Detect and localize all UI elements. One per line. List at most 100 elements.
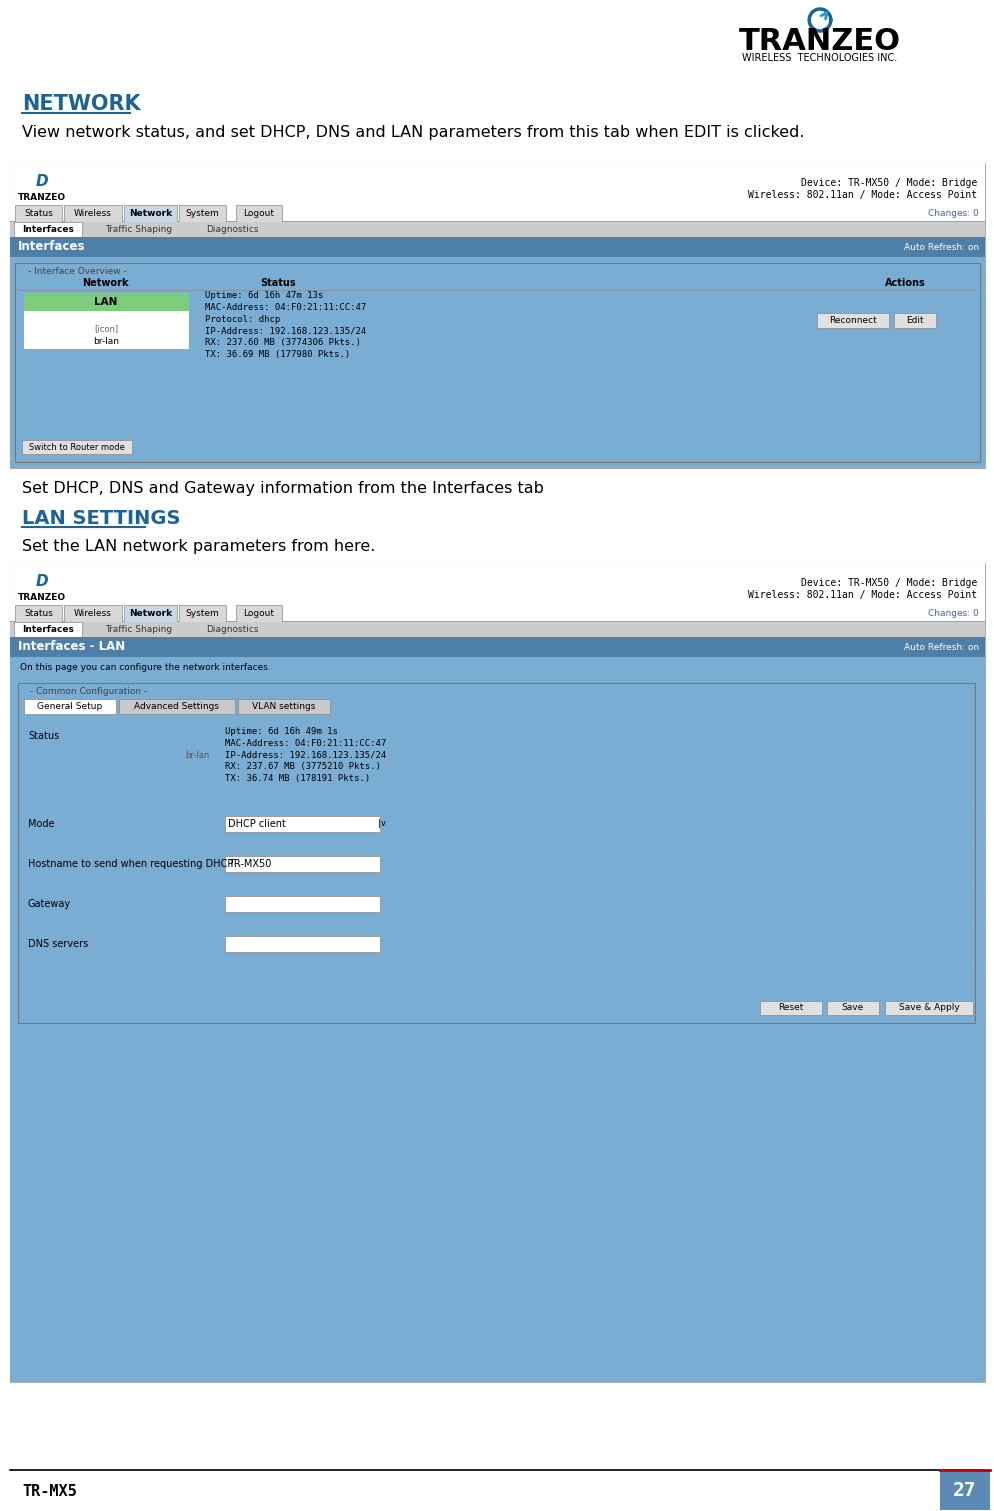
Bar — [15, 205, 62, 222]
Bar — [179, 205, 226, 222]
Text: RX: 237.60 MB (3774306 Pkts.): RX: 237.60 MB (3774306 Pkts.) — [205, 338, 361, 348]
Bar — [225, 816, 380, 833]
Bar — [826, 1000, 878, 1015]
Text: TX: 36.69 MB (177980 Pkts.): TX: 36.69 MB (177980 Pkts.) — [205, 351, 350, 360]
Text: Status: Status — [259, 278, 295, 289]
Text: TR-MX5: TR-MX5 — [22, 1484, 77, 1499]
Text: TR-MX50: TR-MX50 — [228, 858, 271, 869]
Bar — [18, 683, 974, 1023]
Text: - Interface Overview -: - Interface Overview - — [28, 266, 126, 275]
Text: Network: Network — [129, 609, 172, 618]
Text: IP-Address: 192.168.123.135/24: IP-Address: 192.168.123.135/24 — [205, 326, 366, 335]
Bar — [816, 313, 888, 328]
Bar — [64, 205, 122, 222]
Text: br-lan: br-lan — [92, 337, 119, 346]
Text: TRANZEO: TRANZEO — [739, 27, 901, 56]
Text: Interfaces: Interfaces — [22, 626, 74, 635]
Text: Status: Status — [28, 731, 60, 740]
Bar — [64, 604, 122, 623]
Text: IP-Address: 192.168.123.135/24: IP-Address: 192.168.123.135/24 — [225, 751, 386, 760]
Text: Gateway: Gateway — [28, 899, 71, 910]
Text: Protocol: dhcp: Protocol: dhcp — [205, 314, 280, 323]
Bar — [236, 604, 282, 623]
Text: NETWORK: NETWORK — [22, 94, 140, 113]
Text: Status: Status — [24, 609, 53, 618]
Text: Diagnostics: Diagnostics — [206, 225, 257, 234]
Bar — [10, 621, 984, 1383]
Bar — [119, 700, 235, 715]
Bar — [10, 638, 984, 657]
Bar — [24, 700, 116, 715]
Text: Actions: Actions — [884, 278, 924, 289]
Text: Traffic Shaping: Traffic Shaping — [104, 225, 172, 234]
Text: D: D — [36, 174, 49, 189]
Text: DNS servers: DNS servers — [28, 938, 88, 949]
Text: Mode: Mode — [28, 819, 55, 830]
Bar — [238, 700, 330, 715]
Bar — [10, 623, 984, 638]
Text: VLAN settings: VLAN settings — [252, 703, 315, 712]
Text: Wireless: Wireless — [74, 609, 112, 618]
Text: Network: Network — [82, 278, 128, 289]
Text: MAC-Address: 04:F0:21:11:CC:47: MAC-Address: 04:F0:21:11:CC:47 — [225, 739, 386, 748]
Text: Advanced Settings: Advanced Settings — [134, 703, 220, 712]
Text: - Common Configuration -: - Common Configuration - — [30, 686, 147, 695]
Bar — [225, 896, 380, 913]
Bar — [236, 205, 282, 222]
Bar — [22, 440, 132, 453]
Text: Logout: Logout — [244, 209, 274, 218]
Text: LAN SETTINGS: LAN SETTINGS — [22, 509, 180, 527]
Text: D: D — [36, 574, 49, 588]
Text: WIRELESS  TECHNOLOGIES INC.: WIRELESS TECHNOLOGIES INC. — [742, 53, 897, 63]
Bar — [10, 564, 984, 621]
Text: General Setup: General Setup — [38, 703, 102, 712]
Text: DHCP client: DHCP client — [228, 819, 285, 830]
Text: Interfaces - LAN: Interfaces - LAN — [18, 641, 125, 653]
Bar — [24, 311, 189, 349]
Text: Hostname to send when requesting DHCP: Hostname to send when requesting DHCP — [28, 858, 234, 869]
Bar — [10, 163, 984, 221]
Bar — [24, 293, 189, 311]
Bar — [10, 222, 984, 237]
Text: Edit: Edit — [906, 316, 922, 325]
Text: Auto Refresh: on: Auto Refresh: on — [903, 642, 978, 651]
Text: On this page you can configure the network interfaces.: On this page you can configure the netwo… — [20, 662, 270, 671]
Text: br-lan: br-lan — [185, 751, 209, 760]
Text: Save & Apply: Save & Apply — [898, 1003, 958, 1012]
Text: Wireless: 802.11an / Mode: Access Point: Wireless: 802.11an / Mode: Access Point — [747, 589, 976, 600]
Text: Wireless: Wireless — [74, 209, 112, 218]
Text: Reset: Reset — [777, 1003, 803, 1012]
Bar — [10, 564, 984, 1383]
Text: Status: Status — [24, 209, 53, 218]
Bar — [179, 604, 226, 623]
Bar — [14, 222, 82, 237]
Text: Network: Network — [129, 209, 172, 218]
Text: MAC-Address: 04:F0:21:11:CC:47: MAC-Address: 04:F0:21:11:CC:47 — [205, 302, 366, 311]
Bar — [939, 1470, 989, 1509]
Bar — [124, 205, 177, 222]
Text: Reconnect: Reconnect — [828, 316, 876, 325]
Text: Set the LAN network parameters from here.: Set the LAN network parameters from here… — [22, 538, 375, 553]
Text: Diagnostics: Diagnostics — [206, 626, 257, 635]
Text: LAN: LAN — [94, 298, 117, 307]
Text: TRANZEO: TRANZEO — [18, 192, 66, 201]
Text: Switch to Router mode: Switch to Router mode — [29, 443, 125, 452]
Bar — [10, 163, 984, 468]
Bar — [10, 221, 984, 468]
Text: TX: 36.74 MB (178191 Pkts.): TX: 36.74 MB (178191 Pkts.) — [225, 775, 370, 784]
Text: Changes: 0: Changes: 0 — [927, 609, 978, 618]
Bar — [884, 1000, 972, 1015]
Text: Wireless: 802.11an / Mode: Access Point: Wireless: 802.11an / Mode: Access Point — [747, 190, 976, 199]
Bar — [10, 237, 984, 257]
Text: Traffic Shaping: Traffic Shaping — [104, 626, 172, 635]
Text: [icon]: [icon] — [93, 325, 118, 334]
Text: Uptime: 6d 16h 49m 1s: Uptime: 6d 16h 49m 1s — [225, 727, 338, 736]
Text: Device: TR-MX50 / Mode: Bridge: Device: TR-MX50 / Mode: Bridge — [800, 579, 976, 588]
Bar — [225, 935, 380, 952]
Bar — [15, 263, 979, 462]
Text: Set DHCP, DNS and Gateway information from the Interfaces tab: Set DHCP, DNS and Gateway information fr… — [22, 480, 544, 496]
Text: Uptime: 6d 16h 47m 13s: Uptime: 6d 16h 47m 13s — [205, 290, 323, 299]
Text: RX: 237.67 MB (3775210 Pkts.): RX: 237.67 MB (3775210 Pkts.) — [225, 763, 381, 772]
Text: 27: 27 — [952, 1481, 976, 1499]
Bar — [893, 313, 935, 328]
